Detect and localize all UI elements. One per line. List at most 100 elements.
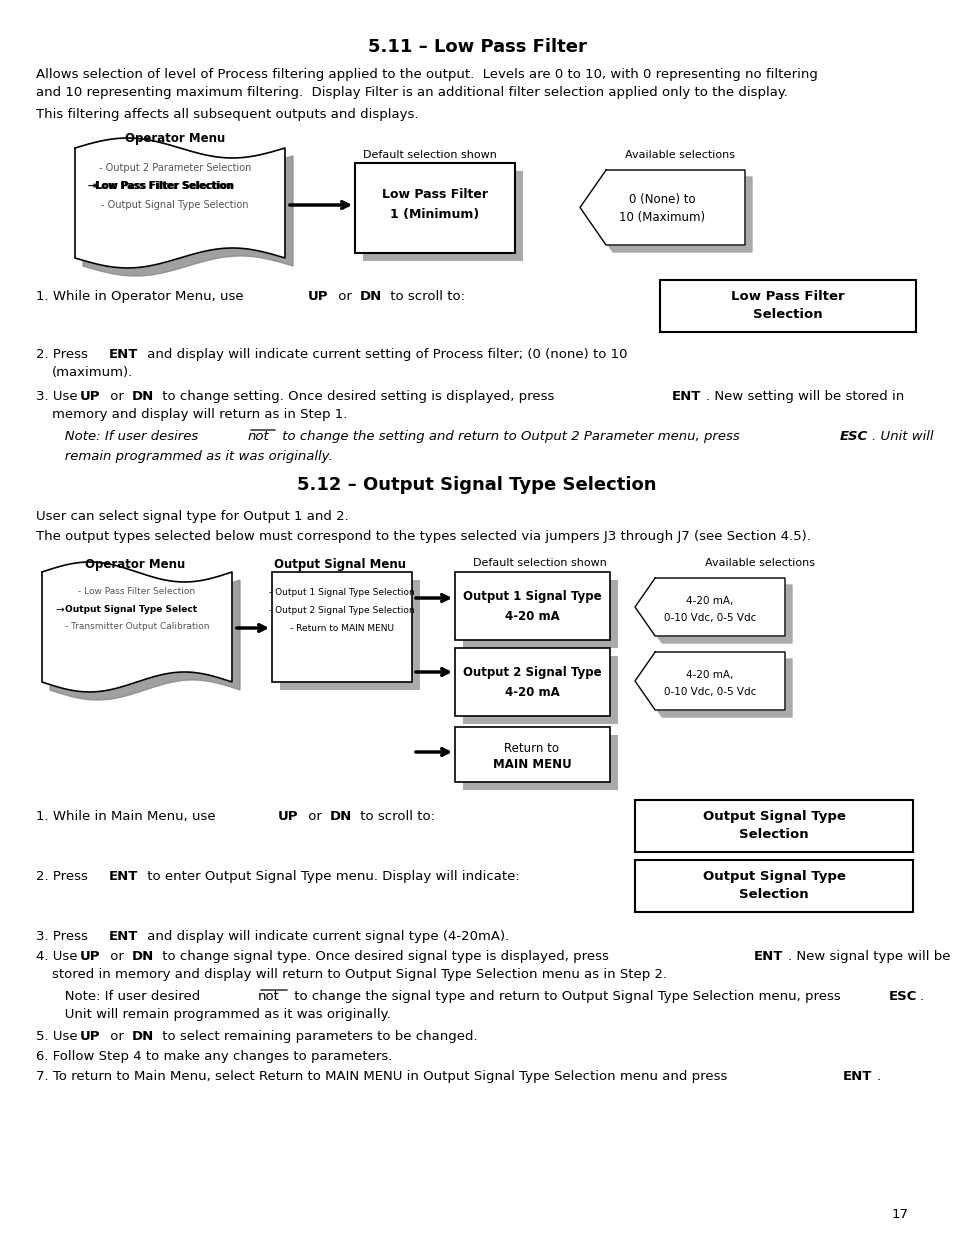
Text: 4-20 mA,: 4-20 mA, (685, 597, 733, 606)
Text: ENT: ENT (753, 950, 782, 963)
Text: memory and display will return as in Step 1.: memory and display will return as in Ste… (52, 408, 347, 421)
Text: ESC: ESC (840, 430, 867, 443)
Text: Output 1 Signal Type: Output 1 Signal Type (462, 590, 600, 603)
Text: This filtering affects all subsequent outputs and displays.: This filtering affects all subsequent ou… (36, 107, 418, 121)
Polygon shape (641, 585, 791, 643)
Text: . New signal type will be: . New signal type will be (787, 950, 949, 963)
Text: to change setting. Once desired setting is displayed, press: to change setting. Once desired setting … (158, 390, 558, 403)
Text: ENT: ENT (109, 348, 138, 361)
Bar (462, 580, 618, 648)
Text: 6. Follow Step 4 to make any changes to parameters.: 6. Follow Step 4 to make any changes to … (36, 1050, 392, 1063)
Text: Output Signal Type: Output Signal Type (701, 810, 844, 823)
Text: - Low Pass Filter Selection: - Low Pass Filter Selection (78, 587, 195, 597)
Text: 4-20 mA,: 4-20 mA, (685, 671, 733, 680)
Bar (280, 580, 419, 690)
Text: UP: UP (80, 390, 100, 403)
Text: UP: UP (80, 950, 100, 963)
Text: 7. To return to Main Menu, select Return to MAIN MENU in Output Signal Type Sele: 7. To return to Main Menu, select Return… (36, 1070, 731, 1083)
Text: Output Signal Type: Output Signal Type (701, 869, 844, 883)
Text: not: not (248, 430, 270, 443)
Bar (462, 735, 618, 790)
Text: Note: If user desires: Note: If user desires (52, 430, 202, 443)
Text: (maximum).: (maximum). (52, 366, 133, 379)
Text: or: or (334, 290, 355, 303)
Text: . New setting will be stored in: . New setting will be stored in (705, 390, 903, 403)
Text: or: or (106, 950, 128, 963)
Text: Output Signal Type Select: Output Signal Type Select (65, 605, 197, 614)
Bar (455, 727, 609, 782)
Text: The output types selected below must correspond to the types selected via jumper: The output types selected below must cor… (36, 530, 810, 543)
Text: 0-10 Vdc, 0-5 Vdc: 0-10 Vdc, 0-5 Vdc (663, 613, 756, 622)
Text: 17: 17 (890, 1208, 907, 1221)
Text: Output 2 Signal Type: Output 2 Signal Type (462, 666, 600, 679)
Text: stored in memory and display will return to Output Signal Type Selection menu as: stored in memory and display will return… (52, 968, 666, 981)
Text: or: or (106, 390, 128, 403)
Polygon shape (586, 177, 751, 252)
Text: 4. Use: 4. Use (36, 950, 82, 963)
Text: Allows selection of level of Process filtering applied to the output.  Levels ar: Allows selection of level of Process fil… (36, 68, 817, 82)
Text: DN: DN (132, 1030, 154, 1044)
Text: and display will indicate current signal type (4-20mA).: and display will indicate current signal… (143, 930, 509, 944)
Text: 5.12 – Output Signal Type Selection: 5.12 – Output Signal Type Selection (297, 475, 656, 494)
Text: 4-20 mA: 4-20 mA (504, 685, 558, 699)
Text: 3. Use: 3. Use (36, 390, 82, 403)
Text: and display will indicate current setting of Process filter; (0 (none) to 10: and display will indicate current settin… (143, 348, 627, 361)
Text: to enter Output Signal Type menu. Display will indicate:: to enter Output Signal Type menu. Displa… (143, 869, 519, 883)
Polygon shape (641, 659, 791, 718)
Bar (635, 800, 912, 852)
Text: to select remaining parameters to be changed.: to select remaining parameters to be cha… (158, 1030, 477, 1044)
Text: 5. Use: 5. Use (36, 1030, 82, 1044)
Text: →: → (55, 605, 64, 615)
Text: 5.11 – Low Pass Filter: 5.11 – Low Pass Filter (367, 38, 586, 56)
Text: . Unit will: . Unit will (871, 430, 933, 443)
Text: 4-20 mA: 4-20 mA (504, 610, 558, 622)
Bar (635, 860, 912, 911)
Text: 1. While in Operator Menu, use: 1. While in Operator Menu, use (36, 290, 248, 303)
Text: and 10 representing maximum filtering.  Display Filter is an additional filter s: and 10 representing maximum filtering. D… (36, 86, 787, 99)
Text: MAIN MENU: MAIN MENU (492, 758, 571, 771)
Text: Selection: Selection (739, 888, 808, 902)
Text: Output Signal Menu: Output Signal Menu (274, 558, 406, 571)
Text: .: . (876, 1070, 881, 1083)
Text: to scroll to:: to scroll to: (386, 290, 464, 303)
Text: Available selections: Available selections (704, 558, 814, 568)
Text: - Output 2 Signal Type Selection: - Output 2 Signal Type Selection (269, 606, 415, 615)
Text: ESC: ESC (888, 990, 917, 1003)
Text: Note: If user desired: Note: If user desired (52, 990, 204, 1003)
Text: - Output 2 Parameter Selection: - Output 2 Parameter Selection (99, 163, 251, 173)
Text: →Low Pass Filter Selection: →Low Pass Filter Selection (88, 182, 233, 191)
Text: Default selection shown: Default selection shown (473, 558, 606, 568)
Text: Selection: Selection (753, 308, 821, 321)
Text: 10 (Maximum): 10 (Maximum) (618, 211, 704, 224)
Text: 2. Press: 2. Press (36, 348, 92, 361)
Text: to scroll to:: to scroll to: (355, 810, 435, 823)
Text: ENT: ENT (671, 390, 700, 403)
Text: ENT: ENT (109, 930, 138, 944)
Text: Unit will remain programmed as it was originally.: Unit will remain programmed as it was or… (52, 1008, 391, 1021)
Text: or: or (106, 1030, 128, 1044)
Text: 0 (None) to: 0 (None) to (628, 193, 695, 206)
Text: 1 (Minimum): 1 (Minimum) (390, 207, 479, 221)
Bar (363, 170, 522, 261)
Text: or: or (304, 810, 326, 823)
Text: remain programmed as it was originally.: remain programmed as it was originally. (52, 450, 333, 463)
Text: DN: DN (132, 390, 154, 403)
Text: Default selection shown: Default selection shown (363, 149, 497, 161)
Polygon shape (75, 138, 285, 268)
Bar (455, 572, 609, 640)
Bar (455, 648, 609, 716)
Text: 1. While in Main Menu, use: 1. While in Main Menu, use (36, 810, 219, 823)
Text: User can select signal type for Output 1 and 2.: User can select signal type for Output 1… (36, 510, 349, 522)
Text: →: → (88, 182, 96, 191)
Text: UP: UP (277, 810, 298, 823)
Text: UP: UP (308, 290, 328, 303)
Text: Operator Menu: Operator Menu (125, 132, 225, 144)
Text: ENT: ENT (842, 1070, 871, 1083)
Polygon shape (42, 562, 232, 692)
Text: 0-10 Vdc, 0-5 Vdc: 0-10 Vdc, 0-5 Vdc (663, 687, 756, 697)
Text: .: . (919, 990, 923, 1003)
Text: 2. Press: 2. Press (36, 869, 92, 883)
Text: Return to: Return to (504, 742, 558, 755)
Text: to change the signal type and return to Output Signal Type Selection menu, press: to change the signal type and return to … (290, 990, 844, 1003)
Polygon shape (635, 578, 784, 636)
